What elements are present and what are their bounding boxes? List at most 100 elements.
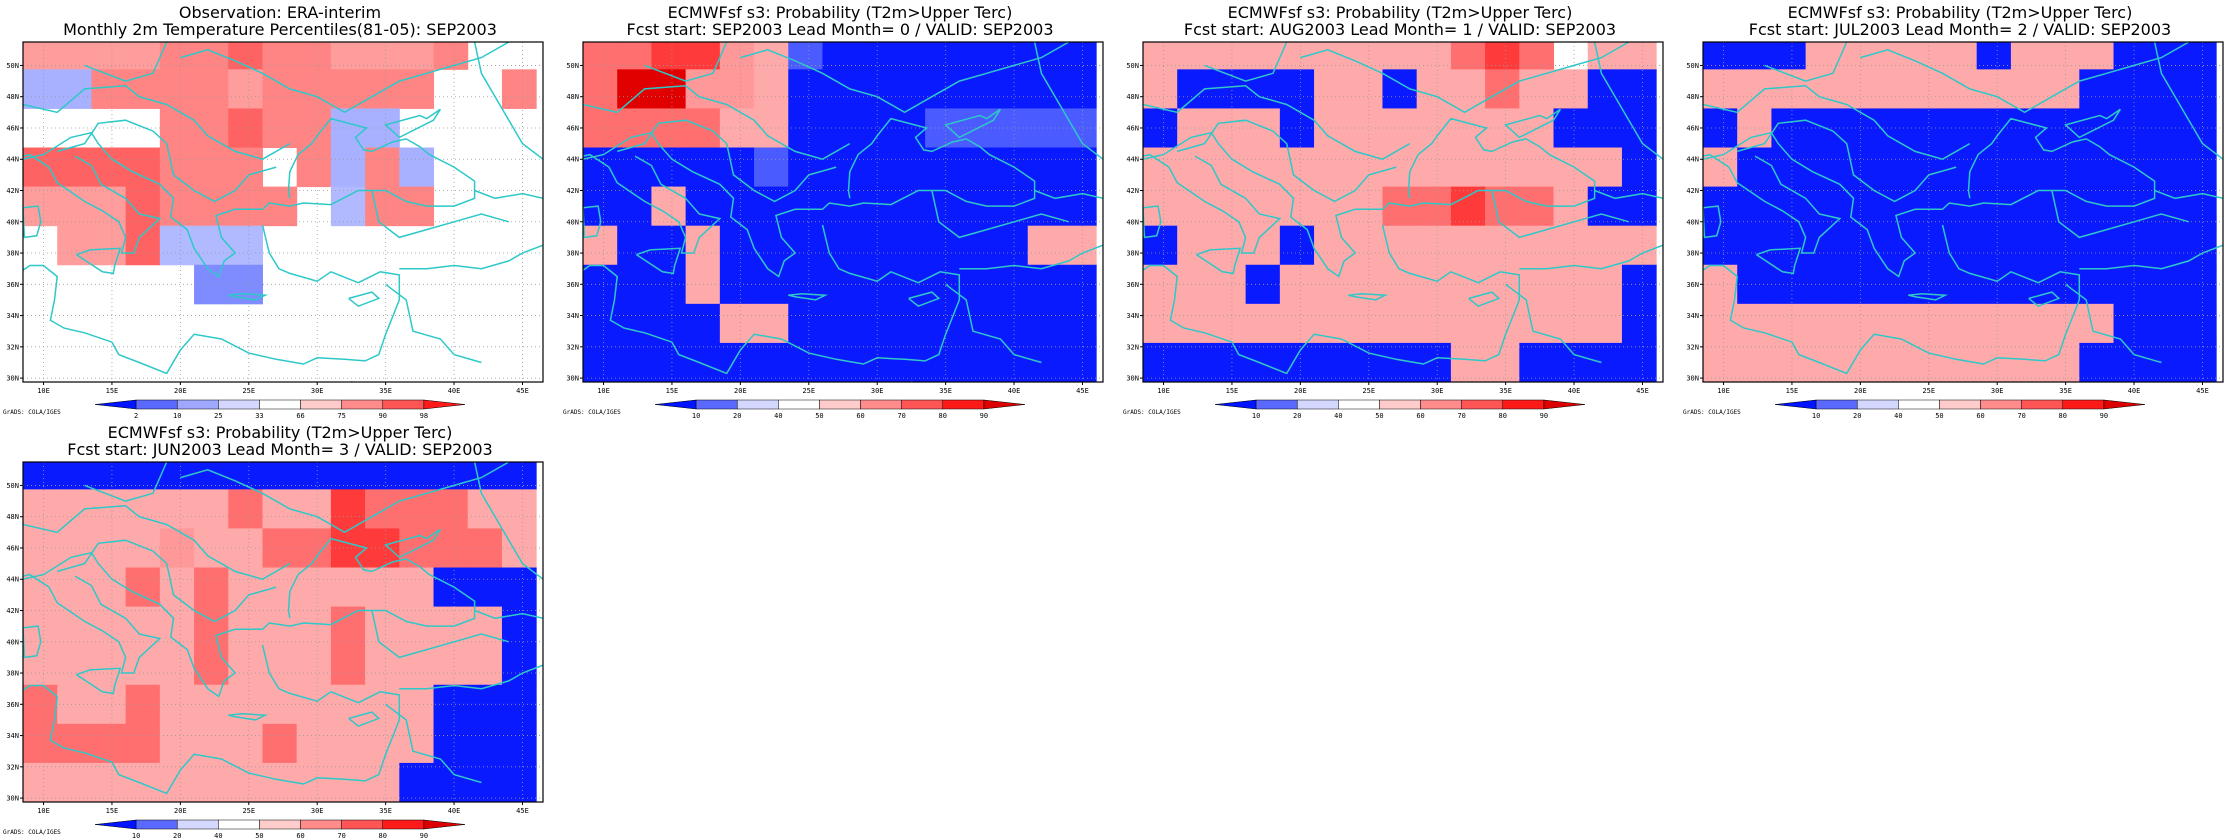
grid-cell	[228, 186, 263, 227]
grid-cell	[1839, 303, 1875, 344]
coastline	[1348, 292, 1389, 301]
grid-cell	[2010, 303, 2046, 344]
coastline	[385, 283, 482, 364]
grid-cell	[228, 147, 263, 188]
map-frame	[22, 461, 544, 803]
grid-cell	[719, 303, 755, 344]
grid-cell	[856, 108, 892, 149]
coastline	[1593, 42, 1663, 160]
grid-cell	[754, 147, 789, 188]
grid-cell	[1771, 264, 1807, 305]
grid-cell	[1245, 186, 1281, 227]
lat-tick-label: 32N	[6, 763, 19, 771]
lat-tick-label: 44N	[566, 156, 579, 164]
colorbar-label: 70	[337, 832, 345, 840]
colorbar-swatch	[1980, 399, 2022, 410]
grid-cell	[467, 462, 503, 490]
coastline	[384, 108, 442, 139]
coastline	[1102, 159, 1103, 162]
grid-cell	[365, 645, 400, 686]
lon-tick-label: 35E	[2059, 387, 2072, 395]
grid-cell	[1839, 225, 1875, 266]
lat-tick-label: 40N	[6, 218, 19, 226]
lon-tick-label: 45E	[516, 387, 529, 395]
grid-cell	[788, 225, 823, 266]
grid-cell	[1211, 69, 1247, 109]
lon-tick-label: 10E	[597, 387, 610, 395]
grid-cell	[993, 69, 1029, 109]
grid-cell	[1211, 147, 1247, 188]
grid-cell	[330, 42, 366, 70]
grid-cell	[2010, 108, 2046, 149]
grid-cell	[2045, 42, 2080, 70]
colorbar-label: 25	[214, 412, 222, 420]
grid-cell	[23, 69, 58, 109]
grid-cell	[262, 645, 298, 686]
grid-cell	[617, 225, 652, 266]
lat-tick-label: 38N	[6, 250, 19, 258]
lon-tick-label: 20E	[174, 807, 187, 815]
grid-cell	[2010, 147, 2046, 188]
colorbar-label: 20	[1293, 412, 1301, 420]
grid-cell	[617, 147, 652, 188]
lat-tick-label: 48N	[6, 93, 19, 101]
coastline	[583, 205, 602, 239]
coastline	[583, 85, 851, 161]
grid-cell	[1703, 225, 1738, 266]
colorbar-label: 80	[939, 412, 947, 420]
grid-cell	[228, 42, 263, 70]
grid-cell	[194, 762, 229, 802]
grid-cell	[125, 186, 161, 227]
grid-cell	[1143, 225, 1178, 266]
grid-cells	[23, 42, 543, 382]
grid-cell	[617, 342, 652, 382]
colorbar-swatch	[1461, 399, 1504, 410]
grid-cell	[822, 303, 858, 344]
coastline	[1703, 85, 1971, 161]
grid-cell	[57, 723, 92, 764]
colorbar-swatch	[1379, 399, 1421, 410]
coastline	[1703, 205, 1722, 239]
grid-cell	[1348, 186, 1383, 227]
colorbar-swatch	[259, 819, 301, 830]
panel-title: ECMWFsf s3: Probability (T2m>Upper Terc)	[667, 3, 1013, 22]
grid-cell	[2045, 342, 2080, 382]
lon-tick-label: 15E	[1786, 387, 1799, 395]
grid-cell	[2181, 342, 2217, 382]
colorbar-label: 10	[132, 832, 140, 840]
grid-cell	[2181, 186, 2217, 227]
lat-tick-label: 48N	[566, 93, 579, 101]
colorbar-label: 60	[1976, 412, 1984, 420]
lon-tick-label: 15E	[106, 807, 119, 815]
grid-cell	[433, 567, 469, 608]
grid-cell	[2045, 186, 2080, 227]
grid-cell	[1027, 342, 1063, 382]
grid-cell	[1061, 42, 1097, 70]
grid-cell	[1416, 108, 1452, 149]
grid-cell	[1143, 264, 1178, 305]
lon-tick-label: 40E	[1568, 387, 1581, 395]
map-panel-3: ECMWFsf s3: Probability (T2m>Upper Terc)…	[1120, 0, 1680, 420]
grid-cell	[925, 303, 960, 344]
grid-cell	[330, 762, 366, 802]
colorbar-label: 70	[897, 412, 905, 420]
grid-cell	[1737, 264, 1772, 305]
grid-cell	[856, 303, 892, 344]
grid-cell	[1942, 225, 1978, 266]
lat-tick-label: 50N	[566, 62, 579, 70]
grid-cell	[1211, 42, 1247, 70]
lat-tick-label: 32N	[1126, 343, 1139, 351]
grid-cell	[1737, 42, 1772, 70]
grid-cell	[1027, 186, 1063, 227]
coastline	[23, 537, 476, 698]
lat-tick-label: 50N	[1126, 62, 1139, 70]
grid-cell	[1805, 147, 1841, 188]
panel-title: ECMWFsf s3: Probability (T2m>Upper Terc)	[107, 423, 453, 442]
grid-cell	[1737, 186, 1772, 227]
grid-cell	[23, 684, 58, 725]
grid-cell	[159, 684, 195, 725]
lon-tick-label: 25E	[1362, 387, 1375, 395]
grid-cell	[1771, 342, 1807, 382]
lon-tick-label: 35E	[379, 807, 392, 815]
grid-cell	[1976, 69, 2012, 109]
